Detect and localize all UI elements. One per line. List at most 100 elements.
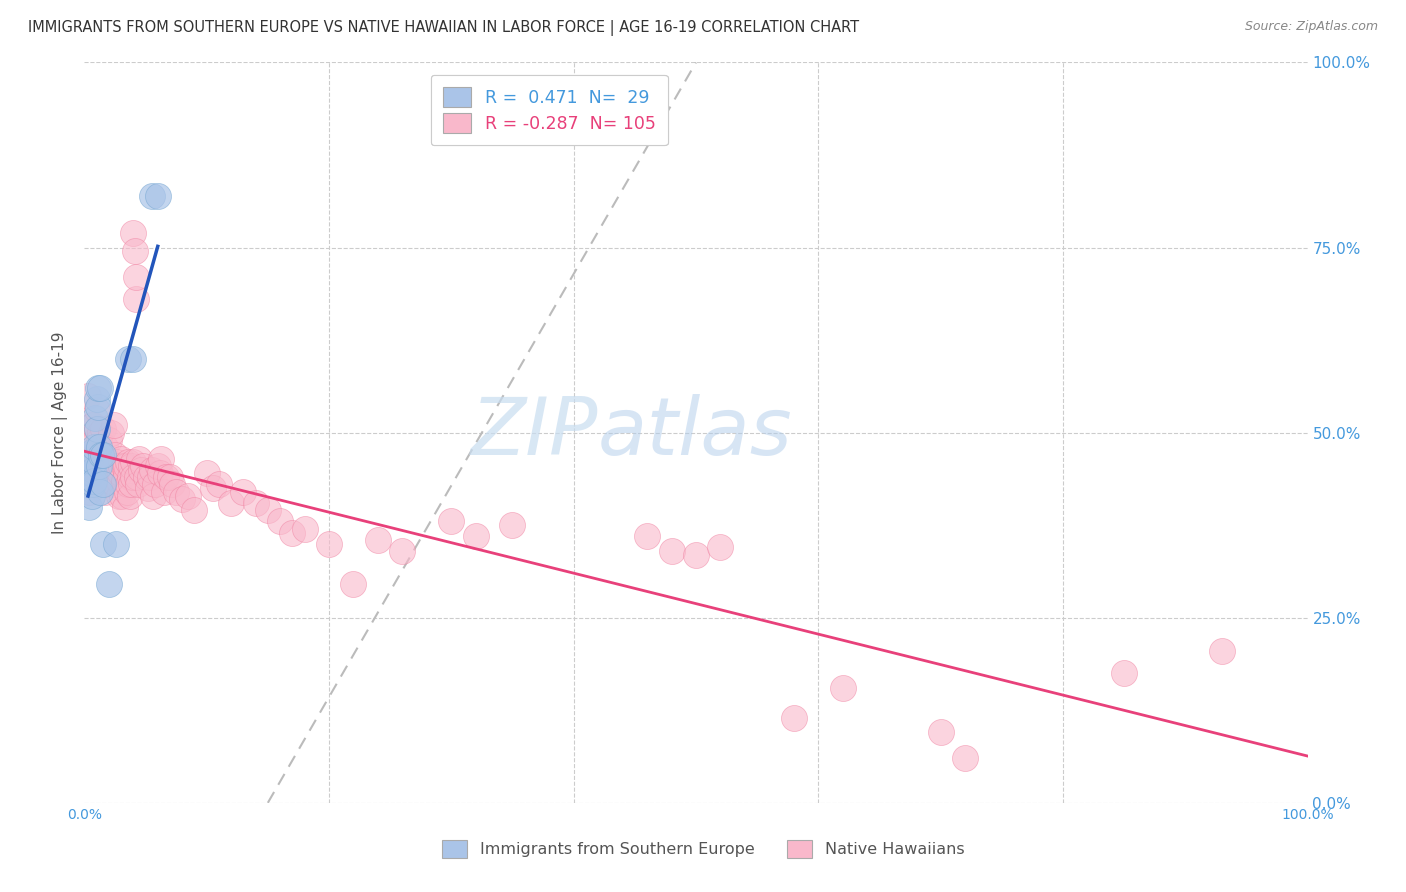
Point — [89, 484, 111, 499]
Point — [82, 458, 104, 473]
Point — [87, 458, 110, 473]
Point — [80, 489, 103, 503]
Point — [79, 467, 101, 481]
Point — [183, 503, 205, 517]
Point — [105, 455, 128, 469]
Point — [97, 467, 120, 481]
Point — [93, 448, 115, 462]
Point — [132, 458, 155, 473]
Point — [177, 489, 200, 503]
Point — [101, 467, 124, 481]
Point — [91, 536, 114, 550]
Point — [127, 477, 149, 491]
Point — [108, 467, 131, 481]
Point — [94, 441, 117, 455]
Point — [82, 462, 104, 476]
Point — [110, 458, 132, 473]
Point — [84, 455, 107, 469]
Point — [86, 422, 108, 436]
Point — [165, 484, 187, 499]
Point — [269, 515, 291, 529]
Point — [342, 577, 364, 591]
Text: IMMIGRANTS FROM SOUTHERN EUROPE VS NATIVE HAWAIIAN IN LABOR FORCE | AGE 16-19 CO: IMMIGRANTS FROM SOUTHERN EUROPE VS NATIV… — [28, 20, 859, 36]
Point — [83, 462, 105, 476]
Point — [83, 455, 105, 469]
Point — [77, 474, 100, 488]
Point — [141, 462, 163, 476]
Point — [120, 477, 142, 491]
Point — [162, 477, 184, 491]
Point — [141, 188, 163, 202]
Legend: R =  0.471  N=  29, R = -0.287  N= 105: R = 0.471 N= 29, R = -0.287 N= 105 — [430, 75, 668, 145]
Point — [783, 711, 806, 725]
Point — [117, 351, 139, 366]
Point — [139, 470, 162, 484]
Point — [318, 536, 340, 550]
Point — [117, 455, 139, 469]
Legend: Immigrants from Southern Europe, Native Hawaiians: Immigrants from Southern Europe, Native … — [433, 831, 973, 866]
Point — [111, 489, 134, 503]
Point — [155, 470, 177, 484]
Point — [115, 458, 138, 473]
Point — [97, 458, 120, 473]
Point — [80, 467, 103, 481]
Point — [128, 451, 150, 466]
Point — [502, 518, 524, 533]
Point — [90, 448, 112, 462]
Point — [97, 577, 120, 591]
Point — [294, 522, 316, 536]
Point — [93, 467, 115, 481]
Point — [245, 496, 267, 510]
Point — [86, 403, 108, 417]
Point — [118, 470, 141, 484]
Point — [91, 477, 114, 491]
Point — [83, 474, 105, 488]
Point — [153, 484, 176, 499]
Point — [122, 455, 145, 469]
Point — [84, 410, 107, 425]
Point — [89, 381, 111, 395]
Point — [120, 458, 142, 473]
Point — [83, 441, 105, 455]
Point — [149, 467, 172, 481]
Point — [90, 448, 112, 462]
Point — [685, 548, 707, 562]
Point — [143, 477, 166, 491]
Point — [80, 470, 103, 484]
Y-axis label: In Labor Force | Age 16-19: In Labor Force | Age 16-19 — [52, 331, 69, 534]
Point — [124, 244, 146, 259]
Point — [115, 467, 138, 481]
Point — [1211, 644, 1233, 658]
Point — [83, 477, 105, 491]
Point — [96, 451, 118, 466]
Point — [110, 451, 132, 466]
Point — [79, 451, 101, 466]
Point — [391, 544, 413, 558]
Point — [464, 529, 486, 543]
Point — [129, 462, 152, 476]
Point — [94, 484, 117, 499]
Point — [86, 422, 108, 436]
Point — [159, 470, 181, 484]
Point — [1114, 666, 1136, 681]
Point — [367, 533, 389, 547]
Point — [136, 481, 159, 495]
Point — [89, 425, 111, 440]
Point — [125, 470, 148, 484]
Point — [440, 515, 463, 529]
Point — [232, 484, 254, 499]
Point — [172, 492, 194, 507]
Point — [90, 470, 112, 484]
Point — [91, 422, 114, 436]
Text: atlas: atlas — [598, 393, 793, 472]
Point — [87, 444, 110, 458]
Point — [82, 477, 104, 491]
Point — [195, 467, 218, 481]
Point — [117, 477, 139, 491]
Point — [91, 455, 114, 469]
Point — [103, 418, 125, 433]
Point — [929, 725, 952, 739]
Point — [77, 484, 100, 499]
Point — [953, 751, 976, 765]
Point — [146, 188, 169, 202]
